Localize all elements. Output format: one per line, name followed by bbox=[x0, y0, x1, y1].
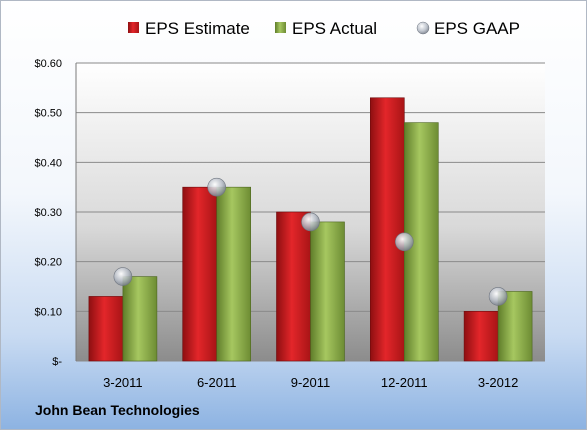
legend-label: EPS Actual bbox=[292, 19, 377, 38]
bar-eps-actual bbox=[216, 186, 251, 362]
legend-swatch bbox=[128, 22, 139, 33]
gaap-points bbox=[113, 177, 508, 306]
legend-swatch bbox=[416, 21, 430, 35]
y-tick-label: $0.20 bbox=[34, 257, 62, 269]
bar-eps-estimate bbox=[276, 211, 311, 362]
legend-label: EPS GAAP bbox=[434, 19, 520, 38]
y-tick-label: $0.50 bbox=[34, 108, 62, 120]
y-axis: $- $0.10 $0.20 $0.30 $0.40 $0.50 $0.60 bbox=[34, 58, 77, 368]
x-tick-label: 12-2011 bbox=[381, 375, 428, 390]
y-tick-label: $0.40 bbox=[34, 157, 62, 169]
legend: EPS Estimate EPS Actual EPS GAAP bbox=[128, 19, 520, 38]
x-tick-label: 6-2011 bbox=[197, 375, 237, 390]
bar-eps-estimate bbox=[369, 97, 405, 362]
bar-eps-actual bbox=[122, 276, 158, 362]
legend-label: EPS Estimate bbox=[145, 19, 250, 38]
y-tick-label: $0.60 bbox=[34, 58, 62, 70]
x-tick-label: 3-2011 bbox=[103, 375, 143, 390]
point-eps-gaap bbox=[113, 267, 133, 286]
bar-eps-actual bbox=[310, 221, 345, 362]
y-tick-label: $- bbox=[52, 356, 62, 368]
point-eps-gaap bbox=[394, 232, 414, 252]
company-name: John Bean Technologies bbox=[35, 402, 200, 418]
x-axis: 3-2011 6-2011 9-2011 12-2011 3-2012 bbox=[103, 375, 518, 390]
y-tick-label: $0.30 bbox=[34, 207, 62, 219]
legend-swatch bbox=[275, 22, 286, 33]
x-tick-label: 9-2011 bbox=[291, 375, 331, 390]
point-eps-gaap bbox=[301, 212, 320, 232]
x-tick-label: 3-2012 bbox=[478, 375, 518, 390]
bar-eps-estimate bbox=[463, 311, 499, 362]
point-eps-gaap bbox=[488, 287, 508, 306]
bar-eps-estimate bbox=[88, 296, 124, 362]
y-tick-label: $0.10 bbox=[34, 306, 62, 318]
bar-eps-estimate bbox=[182, 186, 217, 362]
bars bbox=[88, 97, 533, 362]
point-eps-gaap bbox=[207, 177, 226, 197]
